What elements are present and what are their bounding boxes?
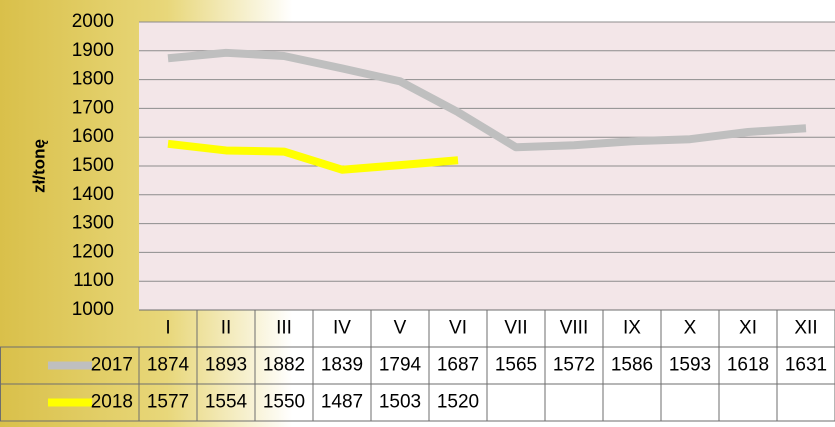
y-tick-label: 1700 xyxy=(72,97,114,118)
table-value: 1618 xyxy=(727,355,769,376)
table-value: 1874 xyxy=(147,355,190,376)
x-tick-label: XI xyxy=(739,318,757,339)
x-tick-label: VII xyxy=(504,318,527,339)
table-value: 1794 xyxy=(379,355,422,376)
table-value: 1839 xyxy=(321,355,363,376)
table-value: 1893 xyxy=(205,355,247,376)
x-tick-label: XII xyxy=(794,318,817,339)
x-tick-label: II xyxy=(221,318,232,339)
x-tick-label: III xyxy=(276,318,292,339)
y-tick-label: 1200 xyxy=(72,241,114,262)
y-tick-label: 1100 xyxy=(73,270,114,291)
x-tick-label: VIII xyxy=(560,318,589,339)
series-line xyxy=(167,48,807,152)
x-tick-label: IV xyxy=(333,318,351,339)
legend-label: 2017 xyxy=(91,355,133,376)
table-value: 1586 xyxy=(611,355,653,376)
y-tick-label: 2000 xyxy=(72,11,114,32)
series-line xyxy=(167,139,459,174)
y-tick-label: 1500 xyxy=(72,155,114,176)
y-tick-label: 1600 xyxy=(72,126,114,147)
table-value: 1565 xyxy=(495,355,537,376)
table-value: 1487 xyxy=(321,392,363,413)
y-tick-label: 1900 xyxy=(72,40,114,61)
table-value: 1687 xyxy=(437,355,479,376)
y-tick-label: 1000 xyxy=(72,299,114,320)
table-value: 1631 xyxy=(785,355,827,376)
table-value: 1577 xyxy=(147,392,189,413)
table-value: 1520 xyxy=(437,392,479,413)
table-value: 1550 xyxy=(263,392,305,413)
x-tick-label: VI xyxy=(449,318,467,339)
y-tick-label: 1400 xyxy=(72,184,114,205)
table-value: 1572 xyxy=(553,355,595,376)
x-tick-label: IX xyxy=(623,318,641,339)
x-tick-label: V xyxy=(394,318,407,339)
table-value: 1503 xyxy=(379,392,421,413)
table-value: 1554 xyxy=(205,392,248,413)
legend-label: 2018 xyxy=(91,392,133,413)
table-value: 1882 xyxy=(263,355,305,376)
y-tick-label: 1300 xyxy=(72,213,114,234)
x-tick-label: I xyxy=(165,318,170,339)
y-axis-label: zł/tonę xyxy=(29,139,48,193)
table-value: 1593 xyxy=(669,355,711,376)
x-tick-label: X xyxy=(684,318,697,339)
y-tick-label: 1800 xyxy=(72,69,114,90)
